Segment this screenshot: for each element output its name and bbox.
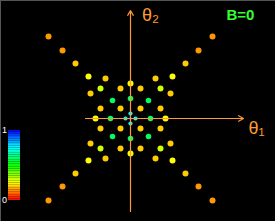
svg-text:B=0: B=0 [227, 6, 255, 23]
svg-text:0: 0 [2, 195, 7, 205]
svg-text:θ₁: θ₁ [248, 118, 264, 138]
svg-text:θ₂: θ₂ [142, 5, 159, 25]
svg-text:1: 1 [2, 125, 7, 135]
